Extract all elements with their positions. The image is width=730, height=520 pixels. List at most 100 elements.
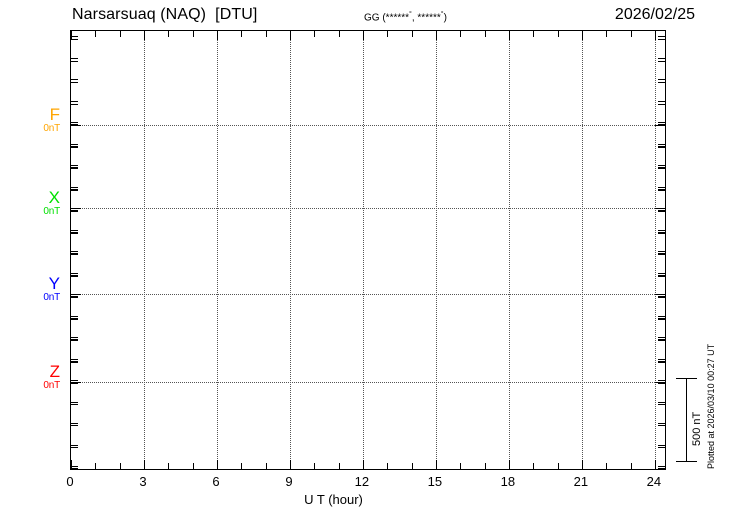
- vertical-gridline: [362, 31, 364, 469]
- degree-symbol-lat: °: [409, 11, 412, 18]
- component-letter-x: X: [48, 188, 60, 207]
- y-axis-tick: [658, 103, 665, 105]
- y-axis-tick: [658, 425, 665, 426]
- scale-bar-label: 500 nT: [691, 411, 703, 446]
- x-axis-tick-label: 0: [66, 474, 74, 489]
- y-axis-tick: [658, 79, 665, 80]
- x-axis-tick: [557, 31, 559, 37]
- y-axis-tick: [71, 82, 78, 83]
- y-axis-tick: [71, 189, 78, 191]
- y-axis-tick: [71, 358, 78, 360]
- y-axis-tick: [658, 254, 665, 255]
- y-axis-tick: [71, 294, 81, 295]
- y-axis-tick: [71, 103, 78, 105]
- x-axis-tick: [411, 463, 413, 469]
- x-axis-tick-label: 6: [212, 474, 220, 489]
- x-axis-tick: [362, 460, 364, 469]
- x-axis-tick-label: 3: [139, 474, 147, 489]
- x-axis-tick: [435, 31, 437, 40]
- y-axis-tick: [658, 361, 665, 363]
- y-axis-tick: [71, 274, 78, 276]
- y-axis-tick: [658, 317, 665, 319]
- y-axis-tick: [71, 165, 78, 166]
- scale-bar-stem: [686, 378, 687, 462]
- y-axis-tick: [658, 318, 665, 320]
- x-axis-tick: [241, 31, 243, 37]
- y-axis-tick: [71, 317, 78, 319]
- vertical-gridline: [289, 31, 291, 469]
- x-axis-tick: [168, 463, 170, 469]
- y-axis-tick: [658, 297, 665, 298]
- x-axis-tick: [387, 31, 389, 37]
- y-axis-tick: [658, 253, 665, 254]
- y-axis-tick: [658, 146, 665, 148]
- y-axis-tick: [658, 360, 665, 362]
- x-axis-tick: [654, 460, 656, 469]
- x-axis-tick: [168, 31, 170, 37]
- y-axis-tick: [658, 100, 665, 102]
- y-axis-tick: [71, 208, 81, 209]
- y-axis-tick: [658, 401, 665, 403]
- y-axis-tick: [658, 229, 665, 231]
- y-axis-tick: [658, 232, 665, 234]
- x-axis-tick: [508, 31, 510, 40]
- y-axis-tick: [658, 188, 665, 190]
- geo-separator: ,: [411, 12, 418, 24]
- y-axis-tick: [655, 382, 665, 383]
- y-axis-tick: [71, 401, 78, 403]
- observation-date: 2026/02/25: [614, 6, 695, 23]
- y-axis-tick: [71, 361, 78, 363]
- x-axis-tick-label: 9: [285, 474, 293, 489]
- baseline-gridline-z: [71, 382, 665, 383]
- x-axis-tick: [338, 463, 340, 469]
- x-axis-tick: [460, 31, 462, 37]
- y-axis-tick: [71, 167, 78, 168]
- x-axis-tick: [289, 31, 291, 40]
- y-axis-tick: [658, 466, 665, 467]
- y-axis-tick: [658, 337, 665, 338]
- y-axis-tick: [71, 340, 78, 341]
- y-axis-tick: [655, 294, 665, 295]
- y-axis-tick: [658, 340, 665, 341]
- baseline-gridline-x: [71, 208, 665, 209]
- y-axis-tick: [655, 208, 665, 209]
- y-axis-tick: [658, 60, 665, 62]
- x-axis-tick: [216, 31, 218, 40]
- x-axis-tick: [362, 31, 364, 40]
- y-axis-tick: [71, 122, 78, 123]
- x-axis-tick-label: 21: [573, 474, 589, 489]
- y-axis-tick: [658, 122, 665, 123]
- y-axis-tick: [71, 444, 78, 446]
- y-axis-tick: [71, 146, 78, 148]
- y-axis-tick: [71, 446, 78, 448]
- y-axis-tick: [658, 274, 665, 276]
- y-axis-tick: [658, 167, 665, 168]
- y-axis-tick: [71, 60, 78, 62]
- y-axis-tick: [658, 423, 665, 424]
- y-axis-tick: [71, 380, 78, 381]
- geo-suffix: ): [443, 12, 447, 24]
- y-axis-tick: [71, 425, 78, 426]
- y-axis-tick: [71, 168, 78, 169]
- x-axis-tick: [630, 31, 632, 37]
- x-axis-tick: [289, 460, 291, 469]
- geo-latitude: ******: [385, 12, 410, 24]
- y-axis-tick: [71, 251, 78, 252]
- component-baseline-value-f: 0nT: [43, 123, 60, 134]
- scale-bar: [676, 378, 698, 462]
- grid-layer: [71, 31, 665, 469]
- y-axis-tick: [71, 360, 78, 362]
- x-axis-tick: [387, 463, 389, 469]
- vertical-gridline: [508, 31, 510, 469]
- x-axis-tick: [143, 460, 145, 469]
- component-label-x: X 0nT: [10, 189, 60, 218]
- x-axis-tick: [95, 31, 97, 37]
- y-axis-tick: [71, 186, 78, 188]
- y-axis-tick: [71, 125, 81, 126]
- x-axis-tick: [143, 31, 145, 40]
- y-axis-tick: [71, 36, 78, 37]
- x-axis-tick: [265, 463, 267, 469]
- x-axis-tick: [606, 463, 608, 469]
- plotted-at-timestamp: Plotted at 2026/03/10 00:27 UT: [706, 343, 716, 469]
- y-axis-tick: [658, 275, 665, 277]
